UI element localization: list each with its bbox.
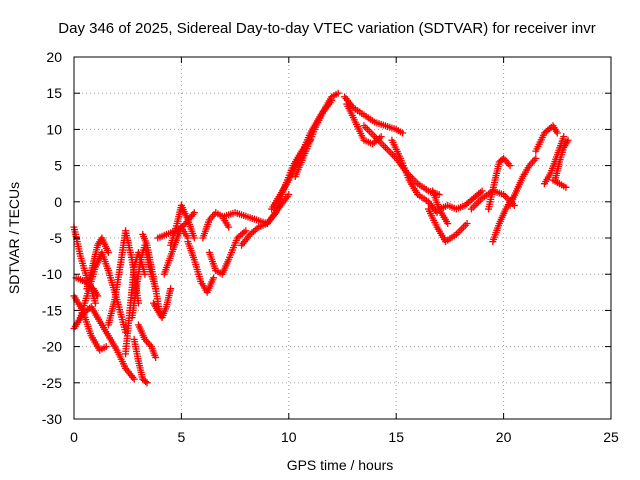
data-points [70, 89, 572, 387]
y-tick-label: -30 [42, 411, 62, 427]
data-point [478, 187, 486, 195]
x-tick-label: 20 [496, 429, 512, 445]
data-point [190, 209, 198, 217]
x-tick-label: 25 [603, 429, 619, 445]
sat-trace-11 [134, 321, 160, 361]
sat-trace-28 [388, 136, 441, 217]
data-point [506, 162, 514, 170]
x-tick-label: 5 [178, 429, 186, 445]
sat-trace-36 [532, 122, 561, 155]
data-point [104, 248, 112, 256]
data-point [334, 89, 342, 97]
data-point [190, 234, 198, 242]
y-tick-labels: -30 -25 -20 -15 -10 -5 0 5 10 15 20 [42, 49, 62, 427]
data-point [285, 191, 293, 199]
sat-trace-31 [435, 187, 486, 213]
sat-trace-19 [205, 227, 250, 278]
x-axis-label: GPS time / hours [287, 457, 394, 473]
sat-trace-29 [424, 205, 471, 246]
y-tick-label: 20 [46, 49, 62, 65]
data-point [399, 129, 407, 137]
data-point [152, 353, 160, 361]
data-point [210, 274, 218, 282]
sat-trace-37 [540, 133, 568, 188]
data-point [143, 379, 151, 387]
data-point [242, 227, 250, 235]
y-tick-label: -20 [42, 339, 62, 355]
data-point [142, 378, 150, 386]
axis-ticks [73, 56, 612, 420]
y-tick-label: 10 [46, 121, 62, 137]
data-point [91, 299, 99, 307]
data-point [532, 154, 540, 162]
y-tick-label: 15 [46, 85, 62, 101]
x-tick-labels: 0 5 10 15 20 25 [70, 429, 619, 445]
data-point [564, 136, 572, 144]
y-tick-label: -5 [50, 230, 63, 246]
y-tick-label: -10 [42, 266, 62, 282]
x-tick-label: 10 [281, 429, 297, 445]
data-point [167, 285, 175, 293]
y-tick-label: 5 [54, 158, 62, 174]
grid-lines [74, 57, 611, 419]
sat-trace-38 [551, 136, 572, 184]
y-axis-label: SDTVAR / TECUs [6, 182, 22, 294]
sat-trace-6 [83, 234, 112, 293]
sat-trace-18 [199, 209, 233, 242]
x-tick-label: 0 [70, 429, 78, 445]
sat-trace-24 [291, 89, 342, 180]
y-tick-label: -15 [42, 302, 62, 318]
data-point [102, 343, 110, 351]
data-point [560, 133, 568, 141]
y-tick-label: 0 [54, 194, 62, 210]
sat-trace-17 [184, 238, 218, 296]
data-point [463, 220, 471, 228]
sat-trace-16 [167, 201, 198, 249]
chart-title: Day 346 of 2025, Sidereal Day-to-day VTE… [58, 20, 595, 37]
sat-trace-9 [130, 335, 151, 387]
data-point [225, 223, 233, 231]
data-point [553, 129, 561, 137]
data-point [562, 183, 570, 191]
data-point [444, 220, 452, 228]
x-tick-label: 15 [388, 429, 404, 445]
data-point [130, 375, 138, 383]
sat-trace-34 [485, 154, 514, 213]
sat-trace-39 [549, 176, 570, 191]
sat-trace-35 [506, 154, 540, 209]
data-point [141, 270, 149, 278]
sat-trace-23 [268, 96, 336, 213]
y-tick-label: -25 [42, 375, 62, 391]
data-point [94, 292, 102, 300]
data-point [377, 133, 385, 141]
data-point [435, 191, 443, 199]
sat-trace-13 [149, 285, 175, 322]
